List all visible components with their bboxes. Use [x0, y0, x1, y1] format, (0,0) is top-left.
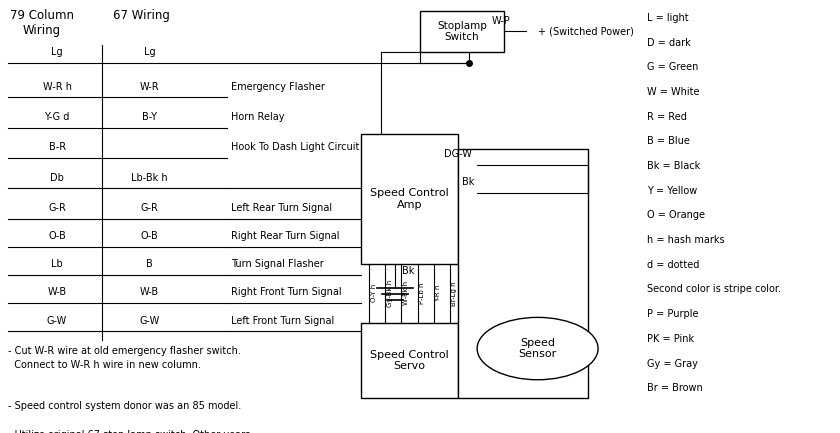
Circle shape — [477, 317, 598, 380]
Text: 67 Wiring: 67 Wiring — [113, 9, 170, 22]
Text: O-Y h: O-Y h — [371, 284, 377, 303]
Text: 79 Column
Wiring: 79 Column Wiring — [10, 9, 74, 37]
Text: O-B: O-B — [48, 231, 66, 241]
Text: d = dotted: d = dotted — [647, 260, 699, 270]
Text: - Cut W-R wire at old emergency flasher switch.
  Connect to W-R h wire in new c: - Cut W-R wire at old emergency flasher … — [8, 346, 241, 370]
Text: Lg: Lg — [144, 47, 155, 57]
Text: P-Lb h: P-Lb h — [419, 283, 425, 304]
Text: Lb-Bk h: Lb-Bk h — [131, 173, 168, 183]
Text: Gy = Gray: Gy = Gray — [647, 359, 698, 368]
Text: Right Rear Turn Signal: Right Rear Turn Signal — [231, 231, 339, 241]
Text: + (Switched Power): + (Switched Power) — [538, 26, 633, 36]
Text: Right Front Turn Signal: Right Front Turn Signal — [231, 288, 342, 297]
Text: B-Y: B-Y — [142, 112, 157, 122]
Text: G-R: G-R — [140, 203, 159, 213]
Text: W-R h: W-R h — [43, 82, 71, 92]
Text: R = Red: R = Red — [647, 112, 686, 122]
Text: Y-G d: Y-G d — [45, 112, 70, 122]
Bar — [361, 134, 458, 264]
Text: Left Rear Turn Signal: Left Rear Turn Signal — [231, 203, 332, 213]
Text: L = light: L = light — [647, 13, 689, 23]
Text: B-R: B-R — [49, 142, 66, 152]
Text: Bk: Bk — [402, 265, 414, 276]
Text: Stoplamp
Switch: Stoplamp Switch — [437, 21, 487, 42]
Text: G-W: G-W — [139, 316, 160, 326]
Text: Db: Db — [50, 173, 64, 183]
Text: Turn Signal Flasher: Turn Signal Flasher — [231, 259, 323, 269]
Text: Lb: Lb — [51, 259, 63, 269]
Bar — [458, 149, 588, 398]
Bar — [361, 323, 458, 398]
Text: Speed Control
Servo: Speed Control Servo — [370, 350, 449, 371]
Text: Y = Yellow: Y = Yellow — [647, 186, 697, 196]
Text: DG-W: DG-W — [444, 149, 472, 159]
Text: W-R: W-R — [139, 82, 160, 92]
Text: W = White: W = White — [647, 87, 700, 97]
Text: W-B: W-B — [140, 288, 159, 297]
Text: P = Purple: P = Purple — [647, 309, 698, 319]
Text: Y-R h: Y-R h — [435, 284, 441, 302]
Text: Lg: Lg — [51, 47, 63, 57]
Text: Gy-Bk h: Gy-Bk h — [387, 280, 393, 307]
Text: Emergency Flasher: Emergency Flasher — [231, 82, 325, 92]
Text: O = Orange: O = Orange — [647, 210, 705, 220]
Text: Speed Control
Amp: Speed Control Amp — [370, 188, 449, 210]
Text: Br = Brown: Br = Brown — [647, 383, 702, 393]
Text: Bk: Bk — [462, 178, 475, 187]
Text: G = Green: G = Green — [647, 62, 698, 72]
Text: - Speed control system donor was an 85 model.: - Speed control system donor was an 85 m… — [8, 401, 242, 411]
Text: Speed
Sensor: Speed Sensor — [518, 338, 557, 359]
Text: Br-Lg h: Br-Lg h — [451, 281, 458, 306]
Text: W-B: W-B — [48, 288, 66, 297]
Text: - Utilize original 67 stop lamp switch. Other years
  will have to be relocated : - Utilize original 67 stop lamp switch. … — [8, 430, 269, 433]
Text: Left Front Turn Signal: Left Front Turn Signal — [231, 316, 334, 326]
Text: Hook To Dash Light Circuit: Hook To Dash Light Circuit — [231, 142, 360, 152]
Text: G-W: G-W — [47, 316, 67, 326]
Text: h = hash marks: h = hash marks — [647, 235, 724, 245]
Text: Second color is stripe color.: Second color is stripe color. — [647, 284, 781, 294]
Text: PK = Pink: PK = Pink — [647, 334, 694, 344]
Text: B: B — [146, 259, 153, 269]
Text: B = Blue: B = Blue — [647, 136, 690, 146]
Text: W-Pk h: W-Pk h — [403, 281, 409, 305]
Text: G-R: G-R — [48, 203, 66, 213]
Text: D = dark: D = dark — [647, 38, 690, 48]
Bar — [420, 11, 504, 52]
Text: Horn Relay: Horn Relay — [231, 112, 285, 122]
Text: W-P: W-P — [491, 16, 510, 26]
Text: Bk = Black: Bk = Black — [647, 161, 700, 171]
Text: O-B: O-B — [140, 231, 159, 241]
